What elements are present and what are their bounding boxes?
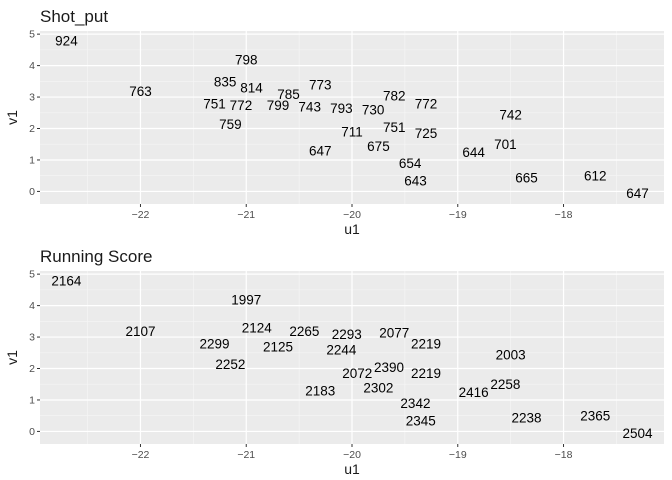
point-label: 2504 (623, 426, 654, 441)
point-label: 2345 (406, 413, 436, 428)
point-label: 647 (626, 186, 649, 201)
point-label: 2183 (305, 384, 335, 399)
point-label: 2125 (263, 339, 293, 354)
point-label: 612 (584, 169, 607, 184)
x-tick-label: −18 (555, 209, 573, 221)
point-label: 675 (367, 139, 390, 154)
point-label: 2107 (125, 324, 155, 339)
chart-title: Shot_put (40, 7, 108, 26)
point-label: 742 (499, 107, 522, 122)
point-label: 763 (129, 84, 152, 99)
point-label: 701 (494, 137, 517, 152)
point-label: 1997 (231, 292, 261, 307)
y-tick-label: 1 (29, 154, 35, 166)
point-label: 814 (240, 81, 263, 96)
point-label: 654 (399, 156, 422, 171)
panel-2: Running Score−22 −21 −20 −19 −18012345u1v121… (4, 247, 664, 477)
y-tick-label: 0 (29, 426, 35, 438)
x-axis-title: u1 (344, 221, 360, 237)
point-label: 2219 (411, 336, 441, 351)
point-label: 799 (267, 98, 290, 113)
x-tick-label: −21 (237, 449, 255, 461)
point-label: 2365 (580, 409, 610, 424)
point-label: 793 (330, 101, 353, 116)
point-label: 2416 (459, 385, 489, 400)
y-tick-label: 4 (29, 60, 35, 72)
point-label: 643 (404, 173, 427, 188)
y-tick-label: 5 (29, 29, 35, 41)
point-label: 644 (462, 145, 485, 160)
point-label: 772 (415, 96, 438, 111)
x-tick-label: −19 (449, 209, 467, 221)
y-tick-label: 5 (29, 269, 35, 281)
point-label: 711 (341, 125, 363, 140)
point-label: 924 (55, 33, 78, 48)
y-tick-label: 3 (29, 92, 35, 104)
y-tick-label: 2 (29, 363, 35, 375)
point-label: 2244 (326, 343, 357, 358)
x-tick-label: −19 (449, 449, 467, 461)
chart-title: Running Score (40, 247, 152, 266)
point-label: 2299 (199, 336, 229, 351)
point-label: 2003 (496, 347, 526, 362)
point-label: 2072 (342, 366, 372, 381)
point-label: 772 (230, 98, 253, 113)
point-label: 2238 (511, 410, 541, 425)
point-label: 2219 (411, 366, 441, 381)
point-label: 759 (219, 117, 242, 132)
point-label: 647 (309, 144, 332, 159)
x-tick-label: −21 (237, 209, 255, 221)
point-label: 743 (298, 99, 321, 114)
x-tick-label: −18 (555, 449, 573, 461)
point-label: 751 (203, 96, 226, 111)
x-axis-title: u1 (344, 461, 360, 477)
point-label: 2252 (215, 357, 245, 372)
point-label: 2124 (242, 321, 273, 336)
y-tick-label: 2 (29, 123, 35, 135)
y-tick-label: 4 (29, 300, 35, 312)
point-label: 785 (277, 87, 300, 102)
point-label: 730 (362, 103, 385, 118)
panel-1: Shot_put −22 −21 −20 −19 −18 0 1 2 3 4 5 u1 v1 924 763 7… (4, 7, 664, 237)
x-tick-label: −22 (132, 209, 150, 221)
point-label: 2265 (289, 324, 319, 339)
y-tick-label: 1 (29, 394, 35, 406)
x-tick-label: −20 (343, 449, 361, 461)
point-label: 725 (415, 126, 438, 141)
point-label: 2302 (363, 380, 393, 395)
x-tick-label: −20 (343, 209, 361, 221)
y-axis-title: v1 (4, 350, 20, 365)
point-label: 2390 (374, 360, 404, 375)
x-tick-label: −22 (132, 449, 150, 461)
y-axis-title: v1 (4, 110, 20, 125)
point-label: 2077 (379, 325, 409, 340)
point-label: 835 (214, 74, 237, 89)
y-tick-label: 0 (29, 186, 35, 198)
point-label: 665 (515, 170, 538, 185)
point-label: 782 (383, 88, 406, 103)
point-label: 773 (309, 77, 332, 92)
point-label: 2342 (400, 396, 430, 411)
point-label: 751 (383, 120, 406, 135)
point-label: 798 (235, 52, 258, 67)
point-label: 2293 (332, 327, 362, 342)
y-tick-label: 3 (29, 332, 35, 344)
point-label: 2164 (51, 273, 82, 288)
point-label: 2258 (490, 377, 520, 392)
